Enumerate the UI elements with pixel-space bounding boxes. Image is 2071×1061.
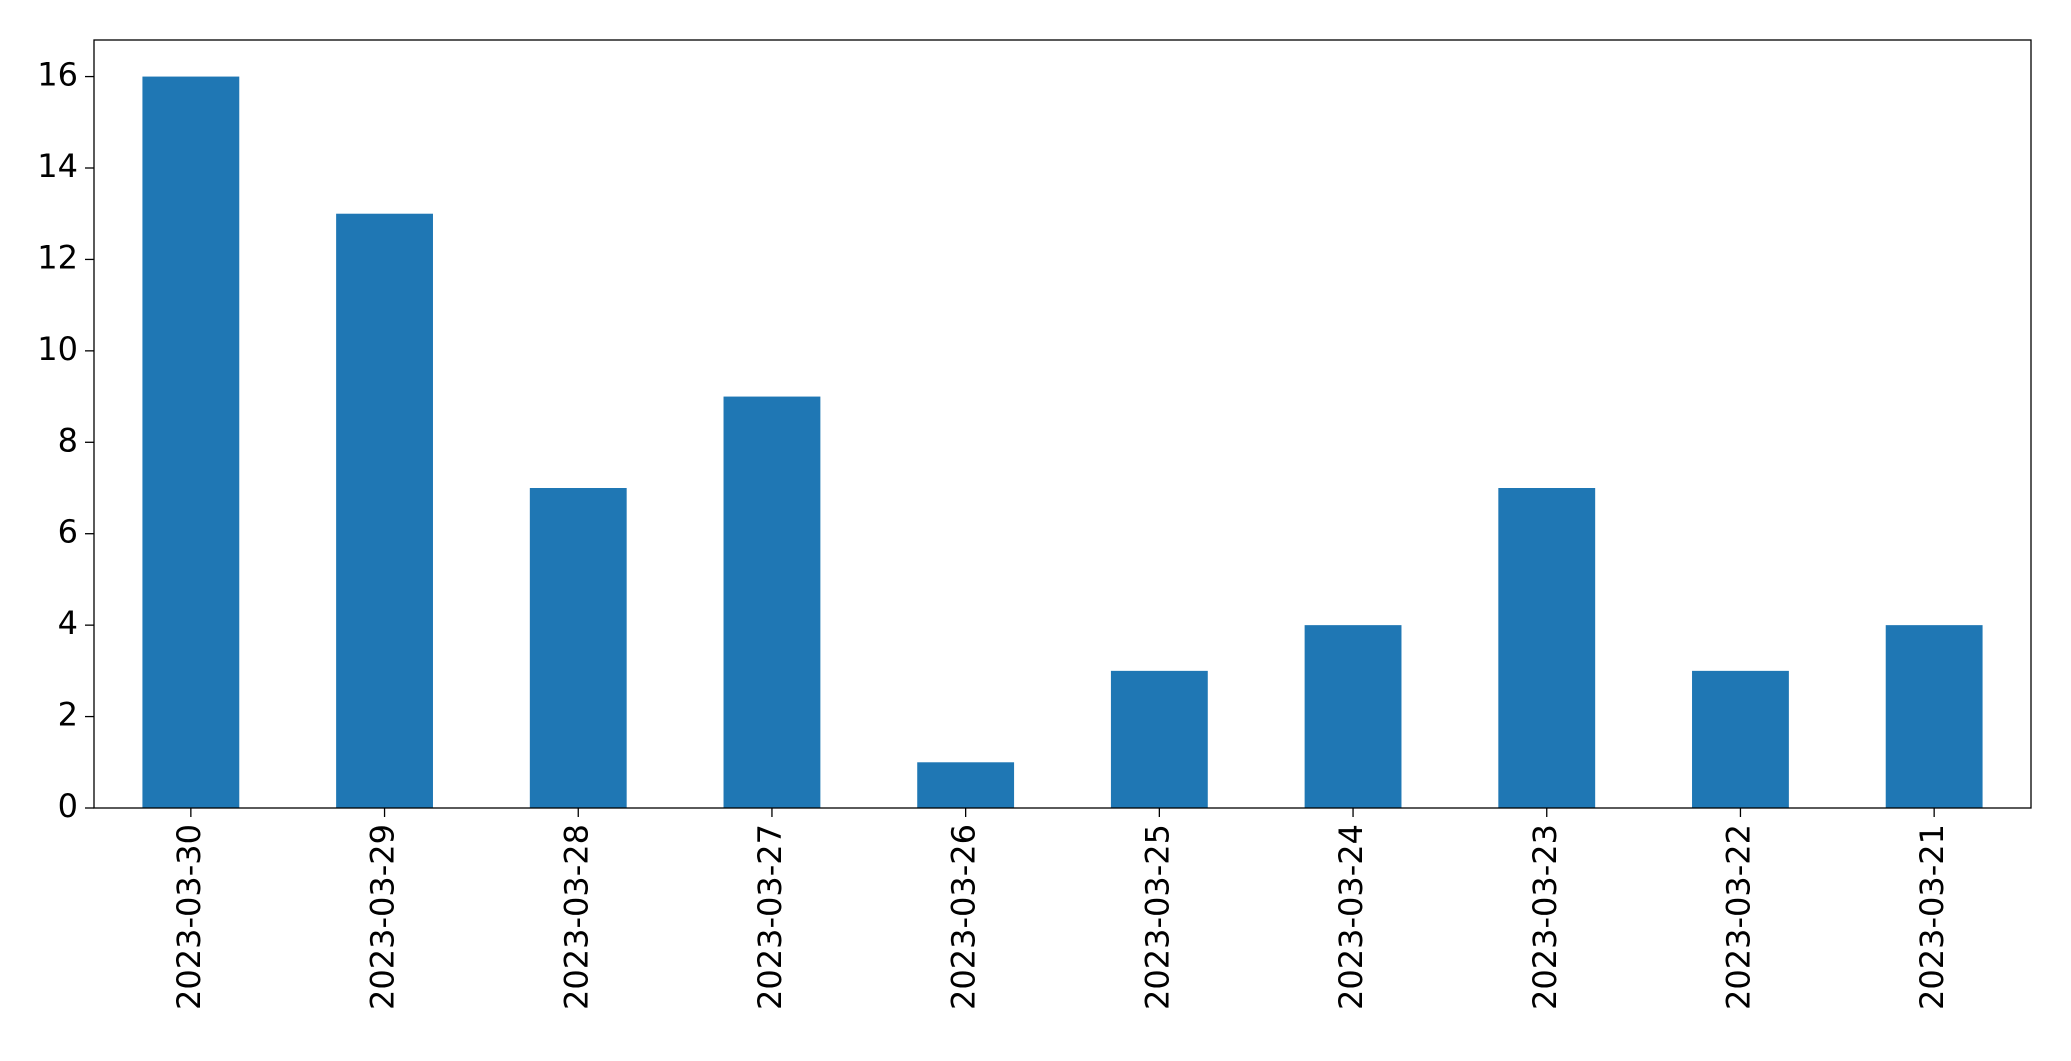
bar [336, 213, 433, 808]
y-tick-label: 4 [58, 604, 78, 642]
bar [917, 762, 1015, 808]
y-tick-label: 0 [58, 787, 78, 825]
x-tick-label: 2023-03-25 [1138, 824, 1176, 1010]
bar [1110, 670, 1208, 808]
bar [1885, 625, 1983, 808]
y-tick-label: 12 [37, 238, 78, 276]
bar [142, 76, 240, 809]
y-tick-label: 6 [58, 513, 78, 551]
y-tick-label: 16 [37, 56, 78, 94]
plot-frame [93, 39, 2032, 809]
bar [1304, 625, 1402, 808]
x-tick-label: 2023-03-22 [1719, 824, 1757, 1010]
y-tick-label: 10 [37, 330, 78, 368]
x-tick-label: 2023-03-29 [364, 824, 402, 1010]
x-tick-label: 2023-03-26 [945, 824, 983, 1010]
x-tick-label: 2023-03-21 [1913, 824, 1951, 1010]
bar [1692, 670, 1789, 808]
bar [1498, 488, 1596, 808]
x-tick-label: 2023-03-30 [170, 824, 208, 1010]
bar [723, 396, 821, 808]
bar [529, 488, 627, 808]
y-tick-label: 8 [58, 421, 78, 459]
x-tick-label: 2023-03-24 [1332, 824, 1370, 1010]
x-tick-label: 2023-03-23 [1526, 824, 1564, 1010]
y-tick-label: 2 [58, 696, 78, 734]
x-tick-label: 2023-03-27 [751, 824, 789, 1010]
y-tick-label: 14 [37, 147, 78, 185]
x-tick-label: 2023-03-28 [557, 824, 595, 1010]
